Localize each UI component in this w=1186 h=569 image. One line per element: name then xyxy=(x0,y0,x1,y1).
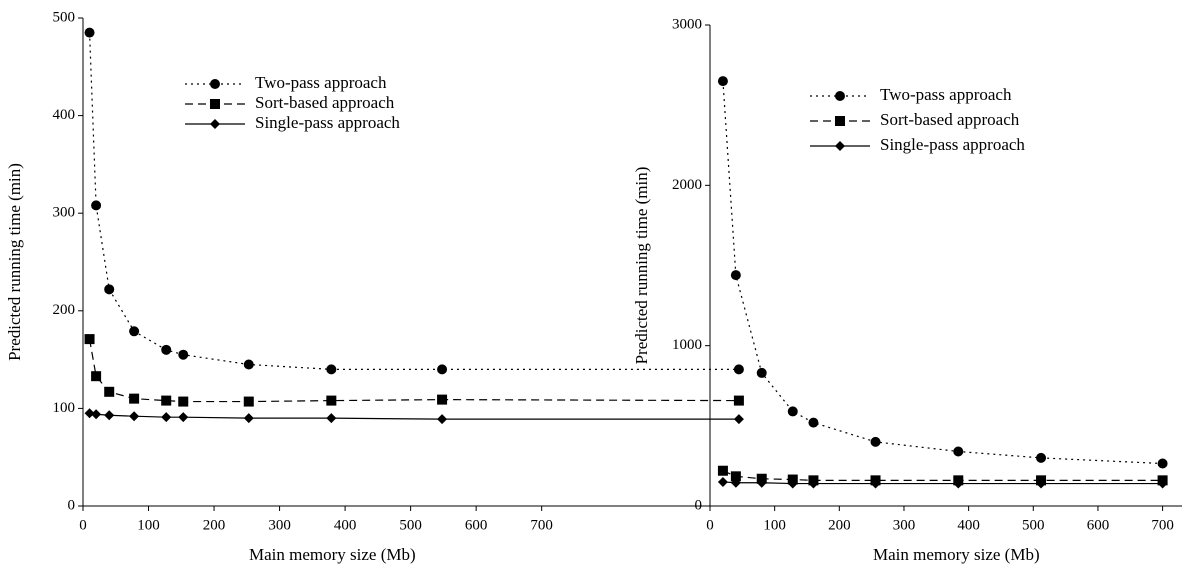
point xyxy=(178,396,189,407)
point xyxy=(161,412,172,423)
legend-marker xyxy=(210,79,220,89)
y-tick-label: 400 xyxy=(53,107,76,123)
point xyxy=(870,478,881,489)
point xyxy=(1036,478,1047,489)
x-axis-label: Main memory size (Mb) xyxy=(873,545,1040,564)
legend-label: Two-pass approach xyxy=(880,85,1012,104)
legend-marker xyxy=(835,116,845,126)
x-tick-label: 300 xyxy=(268,517,291,533)
x-tick-label: 400 xyxy=(334,517,357,533)
point xyxy=(437,414,448,425)
point xyxy=(104,410,115,421)
point xyxy=(1157,458,1168,469)
point xyxy=(243,359,254,370)
point xyxy=(1157,478,1168,489)
point xyxy=(437,394,448,405)
y-tick-label: 500 xyxy=(53,9,76,25)
point xyxy=(161,395,172,406)
point xyxy=(326,395,337,406)
x-tick-label: 100 xyxy=(137,517,160,533)
x-tick-label: 500 xyxy=(1022,517,1045,533)
legend-label: Single-pass approach xyxy=(255,113,400,132)
point xyxy=(730,270,741,281)
legend-label: Single-pass approach xyxy=(880,135,1025,154)
point xyxy=(161,344,172,355)
point xyxy=(129,326,140,337)
point xyxy=(178,412,189,423)
point xyxy=(787,478,798,489)
point xyxy=(91,409,102,420)
y-tick-label: 3000 xyxy=(672,16,702,32)
point xyxy=(437,364,448,375)
legend-marker xyxy=(210,99,220,109)
point xyxy=(953,478,964,489)
point xyxy=(730,471,741,482)
point xyxy=(808,478,819,489)
x-tick-label: 0 xyxy=(79,517,87,533)
point xyxy=(326,364,337,375)
point xyxy=(326,413,337,424)
x-tick-label: 700 xyxy=(530,517,553,533)
point xyxy=(84,334,95,345)
series-line xyxy=(88,338,739,403)
point xyxy=(243,413,254,424)
legend-label: Sort-based approach xyxy=(880,110,1020,129)
point xyxy=(178,349,189,360)
y-axis-label: Predicted running time (min) xyxy=(632,167,651,365)
y-tick-label: 0 xyxy=(68,497,76,513)
point xyxy=(717,476,728,487)
point xyxy=(243,396,254,407)
point xyxy=(104,386,115,397)
y-tick-label: 100 xyxy=(53,400,76,416)
point xyxy=(104,284,115,295)
point xyxy=(91,371,102,382)
point xyxy=(756,367,767,378)
point xyxy=(717,465,728,476)
x-tick-label: 300 xyxy=(893,517,916,533)
series-line xyxy=(722,81,1163,465)
point xyxy=(756,477,767,488)
y-tick-label: 300 xyxy=(53,205,76,221)
series-line xyxy=(88,32,739,370)
point xyxy=(787,406,798,417)
x-tick-label: 0 xyxy=(706,517,714,533)
x-tick-label: 400 xyxy=(957,517,980,533)
x-tick-label: 200 xyxy=(203,517,226,533)
point xyxy=(733,395,744,406)
legend-marker xyxy=(835,91,845,101)
point xyxy=(1036,452,1047,463)
point xyxy=(129,393,140,404)
y-tick-label: 200 xyxy=(53,302,76,318)
point xyxy=(730,477,741,488)
point xyxy=(129,411,140,422)
x-tick-label: 500 xyxy=(399,517,422,533)
legend-marker xyxy=(210,119,220,129)
x-tick-label: 100 xyxy=(763,517,786,533)
x-tick-label: 700 xyxy=(1151,517,1174,533)
point xyxy=(733,414,744,425)
legend-label: Two-pass approach xyxy=(255,73,387,92)
point xyxy=(717,76,728,87)
point xyxy=(84,408,95,419)
x-tick-label: 600 xyxy=(465,517,488,533)
x-axis-label: Main memory size (Mb) xyxy=(249,545,416,564)
x-tick-label: 200 xyxy=(828,517,851,533)
y-axis-label: Predicted running time (min) xyxy=(5,163,24,361)
point xyxy=(953,446,964,457)
point xyxy=(870,436,881,447)
series-line xyxy=(89,412,739,420)
y-tick-label: 2000 xyxy=(672,177,702,193)
legend-label: Sort-based approach xyxy=(255,93,395,112)
x-tick-label: 600 xyxy=(1087,517,1110,533)
y-tick-label: 0 xyxy=(695,497,703,513)
legend-marker xyxy=(835,141,845,151)
point xyxy=(808,417,819,428)
point xyxy=(84,27,95,38)
y-tick-label: 1000 xyxy=(672,337,702,353)
point xyxy=(733,364,744,375)
point xyxy=(91,200,102,211)
